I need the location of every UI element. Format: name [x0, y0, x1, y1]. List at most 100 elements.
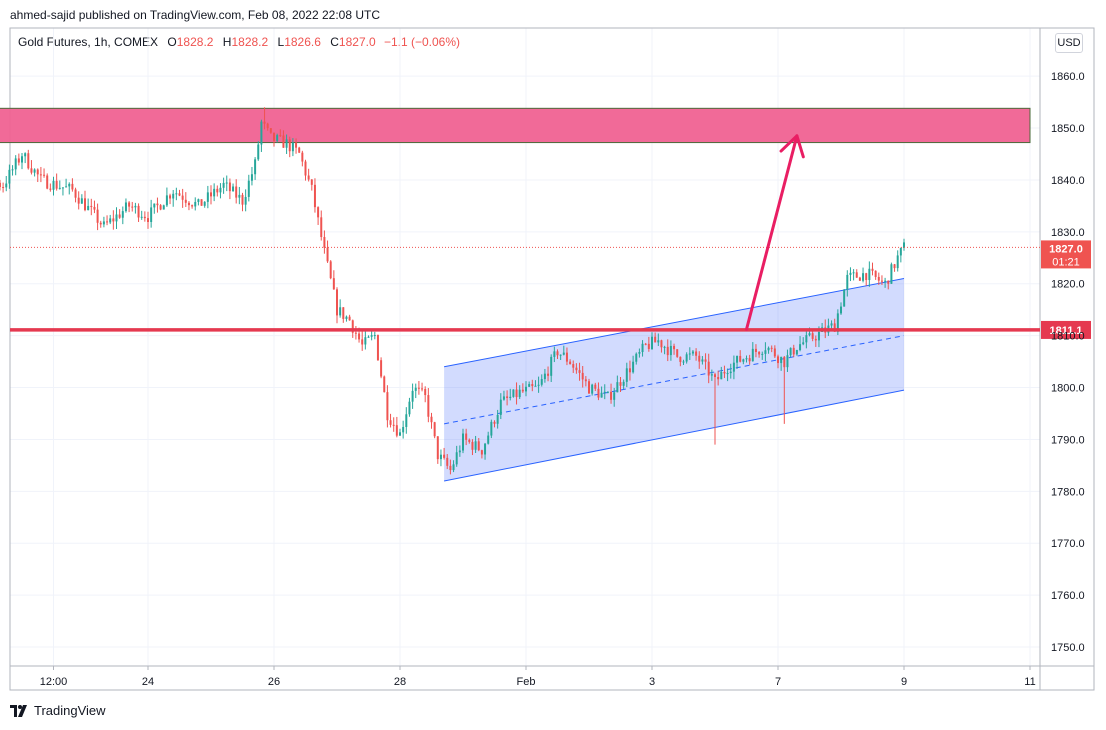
candle-body: [581, 372, 584, 380]
candle-body: [260, 121, 263, 145]
candle-body: [846, 274, 849, 290]
candle-body: [301, 152, 304, 162]
resistance-zone-group: [0, 107, 1031, 144]
candle-body: [232, 186, 235, 192]
candle-body: [147, 218, 149, 223]
candle-body: [559, 354, 562, 356]
candle-body: [165, 195, 168, 206]
candle-body: [320, 217, 323, 238]
candle-body: [370, 335, 373, 337]
candle-body: [238, 194, 241, 198]
candle-body: [720, 371, 723, 380]
candle-body: [676, 349, 679, 357]
candle-body: [225, 182, 228, 184]
candle-body: [638, 352, 641, 354]
candle-body: [657, 340, 660, 343]
candle-body: [455, 452, 458, 465]
candle-body: [550, 356, 553, 376]
candle-body: [877, 276, 880, 281]
candle-body: [414, 387, 417, 391]
open-label: O: [167, 35, 177, 49]
candle-body: [373, 335, 376, 337]
close-label: C: [330, 35, 339, 49]
candle-body: [903, 242, 905, 248]
candle-body: [39, 174, 42, 176]
candle-body: [691, 351, 694, 354]
candle-body: [534, 385, 537, 387]
candle-body: [663, 346, 666, 348]
candle-body: [462, 433, 464, 451]
candle-body: [477, 441, 480, 451]
candle-body: [140, 216, 143, 218]
candle-body: [547, 373, 550, 376]
candle-body: [855, 272, 858, 278]
price-axis: 1750.0 1760.0 1770.0 1780.0 1790.0 1800.0 1810…: [1051, 71, 1085, 654]
candle-body: [134, 205, 137, 208]
candle-body: [487, 435, 490, 444]
candle-body: [8, 169, 11, 184]
candle-body: [688, 353, 691, 355]
price-tick-label: 1760.0: [1051, 590, 1085, 602]
candle-body: [106, 221, 109, 223]
candle-body: [795, 350, 798, 355]
candle-body: [187, 202, 190, 206]
candle-body: [228, 182, 231, 192]
candle-body: [307, 175, 310, 180]
currency-button[interactable]: USD: [1055, 33, 1083, 53]
candle-body: [317, 207, 320, 218]
candle-body: [830, 323, 833, 326]
candle-body: [840, 306, 842, 314]
candle-body: [52, 180, 55, 190]
candle-body: [172, 193, 175, 199]
candle-body: [313, 184, 316, 208]
projection-arrow-head: [779, 134, 805, 159]
time-tick-label: Feb: [517, 676, 536, 688]
candle-body: [21, 156, 23, 163]
candle-body: [758, 351, 761, 355]
candle-body: [628, 368, 631, 373]
candle-body: [99, 222, 102, 225]
candle-body: [383, 376, 386, 393]
candle-body: [219, 187, 222, 193]
candle-body: [704, 359, 707, 362]
candle-body: [899, 247, 902, 256]
candle-body: [364, 337, 367, 345]
price-tick-label: 1800.0: [1051, 383, 1085, 395]
candle-body: [118, 214, 121, 218]
candle-body: [291, 142, 294, 152]
price-tick-label: 1840.0: [1051, 175, 1085, 187]
candle-body: [679, 356, 682, 362]
candle-body: [216, 188, 219, 193]
candle-body: [310, 179, 313, 185]
candle-body: [203, 201, 206, 206]
candle-body: [304, 161, 307, 176]
levels-group: 1811.1 1827.001:21: [10, 134, 1091, 339]
candle-body: [739, 355, 742, 362]
candle-body: [112, 218, 115, 222]
candle-body: [553, 351, 556, 357]
candle-body: [5, 183, 8, 188]
candle-body: [521, 389, 524, 392]
candle-body: [597, 388, 600, 398]
candle-body: [742, 359, 745, 362]
candle-body: [137, 205, 140, 218]
candle-body: [175, 193, 178, 195]
candle-body: [490, 421, 493, 436]
high-label: H: [222, 35, 232, 49]
candle-body: [562, 352, 565, 355]
candle-body: [808, 333, 811, 336]
candle-body: [244, 196, 247, 205]
candle-body: [197, 199, 200, 202]
candle-body: [49, 188, 52, 190]
candle-body: [235, 186, 238, 198]
candle-body: [502, 396, 505, 400]
candle-body: [339, 307, 342, 316]
candle-body: [449, 465, 452, 471]
candle-body: [606, 391, 609, 393]
candle-body: [131, 206, 134, 208]
candle-body: [427, 395, 430, 417]
candle-body: [124, 202, 127, 212]
candle-body: [714, 374, 716, 378]
candle-body: [458, 450, 461, 453]
